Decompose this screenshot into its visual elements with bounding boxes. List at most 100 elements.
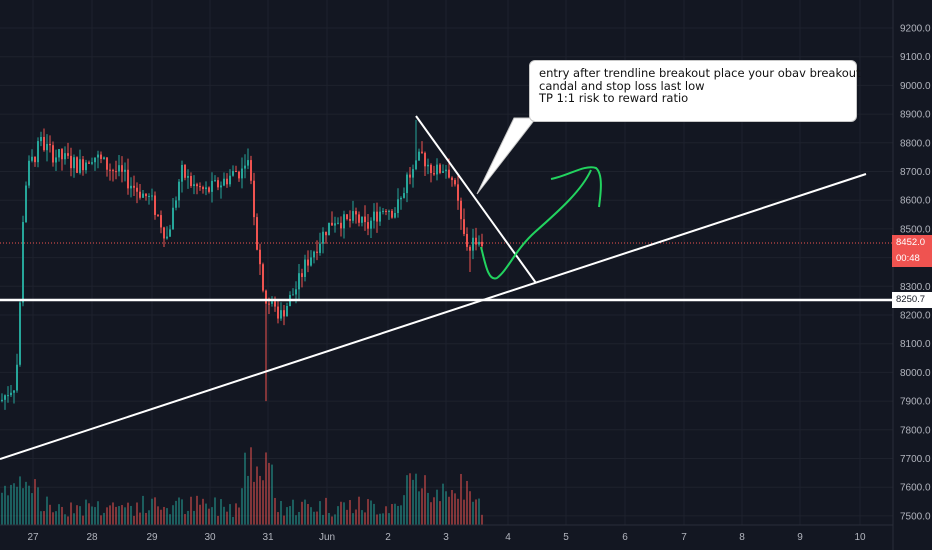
candle-body: [262, 264, 264, 291]
volume-bar: [1, 492, 3, 525]
candle-body: [415, 160, 417, 170]
candle-body: [112, 170, 114, 172]
candle-body: [229, 175, 231, 185]
candle-body: [331, 222, 333, 226]
volume-bar: [82, 515, 84, 525]
volume-bar: [442, 483, 444, 525]
volume-bar: [112, 502, 114, 525]
candle-body: [67, 153, 69, 156]
candle-body: [73, 157, 75, 169]
candle-body: [181, 164, 183, 182]
candle-body: [316, 251, 318, 253]
candle-body: [220, 185, 222, 188]
candle-body: [451, 177, 453, 181]
volume-bar: [274, 497, 276, 525]
volume-bar: [175, 500, 177, 525]
volume-bar: [46, 496, 48, 525]
candle-body: [478, 241, 480, 245]
time-axis[interactable]: 27 28 29 30 31 Jun 2 3 4 5 6 7 8 9 10: [27, 532, 866, 543]
candle-body: [52, 145, 54, 163]
candle-body: [460, 200, 462, 220]
candle-body: [4, 395, 6, 400]
candle-body: [13, 390, 15, 393]
candle-body: [283, 310, 285, 317]
candle-body: [370, 220, 372, 229]
candle-body: [403, 193, 405, 198]
x-tick-label: 8: [739, 532, 745, 543]
candle-body: [340, 222, 342, 229]
candle-body: [391, 210, 393, 218]
candle-body: [388, 210, 390, 212]
volume-bar: [202, 498, 204, 525]
candle-body: [361, 216, 363, 223]
x-tick-label: Jun: [319, 532, 335, 543]
candle-body: [40, 136, 42, 142]
volume-bar: [478, 498, 480, 525]
candle-body: [349, 219, 351, 221]
volume-bar: [262, 480, 264, 525]
volume-bar: [382, 513, 384, 525]
candle-body: [94, 157, 96, 163]
candle-body: [10, 392, 12, 396]
volume-bar: [145, 512, 147, 525]
volume-bar: [343, 502, 345, 525]
volume-bar: [91, 506, 93, 525]
volume-bar: [394, 503, 396, 525]
volume-bar: [436, 489, 438, 525]
candle-body: [394, 213, 396, 218]
volume-bar: [172, 505, 174, 525]
candle-body: [424, 152, 426, 167]
volume-bar: [412, 479, 414, 525]
volume-bar: [421, 488, 423, 525]
candle-body: [91, 162, 93, 164]
candle-body: [184, 164, 186, 178]
x-tick-label: 7: [681, 532, 687, 543]
candle-body: [136, 187, 138, 192]
candle-body: [442, 171, 444, 173]
volume-bar: [127, 502, 129, 525]
volume-bar: [361, 510, 363, 525]
y-tick-label: 7500.0: [900, 511, 931, 522]
volume-bar: [358, 496, 360, 525]
candle-body: [232, 171, 234, 176]
volume-bar: [136, 502, 138, 525]
candle-body: [106, 157, 108, 170]
volume-bar: [142, 495, 144, 525]
candle-body: [379, 211, 381, 222]
volume-bar: [37, 487, 39, 525]
volume-bar: [73, 513, 75, 525]
volume-bar: [52, 512, 54, 525]
volume-bar: [124, 507, 126, 525]
candle-body: [160, 215, 162, 228]
rising-trendline[interactable]: [0, 173, 867, 460]
candle-body: [121, 165, 123, 172]
annotation-callout[interactable]: entry after trendline breakout place you…: [529, 60, 861, 122]
price-axis[interactable]: 9200.0 9100.0 9000.0 8900.0 8800.0 8700.0 8600…: [900, 24, 931, 523]
volume-bar: [253, 481, 255, 525]
volume-bar: [397, 505, 399, 525]
volume-bar: [238, 507, 240, 525]
candle-body: [259, 249, 261, 265]
volume-bar: [154, 497, 156, 525]
volume-bar: [58, 504, 60, 525]
candle-body: [256, 217, 258, 250]
volume-bar: [271, 464, 273, 525]
candle-body: [406, 174, 408, 194]
candle-body: [88, 162, 90, 164]
candle-body: [85, 162, 87, 171]
candle-body: [64, 153, 66, 160]
y-tick-label: 8100.0: [900, 339, 931, 350]
volume-bar: [415, 473, 417, 525]
candle-body: [238, 171, 240, 179]
volume-bar: [406, 475, 408, 525]
candle-body: [454, 180, 456, 185]
x-tick-label: 5: [563, 532, 569, 543]
candle-body: [385, 210, 387, 212]
volume-bar: [373, 503, 375, 525]
volume-bar: [61, 506, 63, 525]
candle-body: [319, 243, 321, 253]
candle-body: [433, 173, 435, 175]
volume-bar: [346, 509, 348, 525]
volume-bar: [418, 491, 420, 525]
